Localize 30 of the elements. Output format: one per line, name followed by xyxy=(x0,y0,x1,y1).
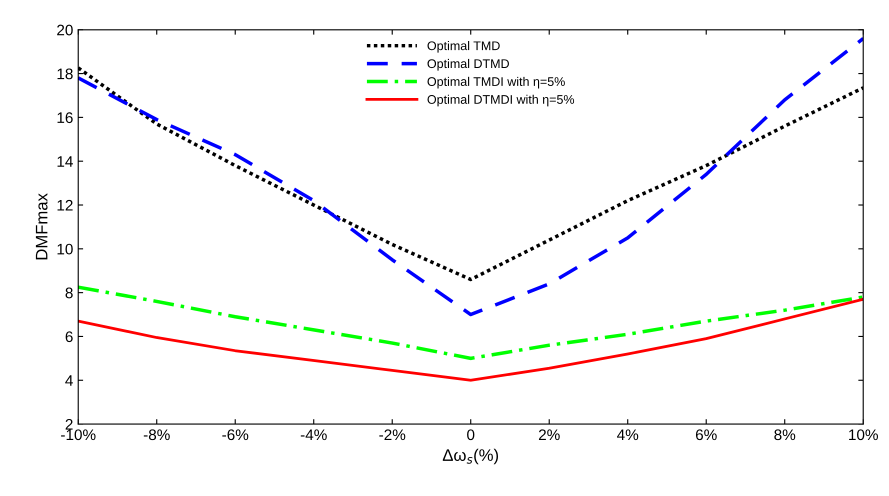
legend-label: Optimal TMD xyxy=(428,41,500,53)
y-tick-label: 20 xyxy=(57,24,73,36)
y-tick-label: 14 xyxy=(58,156,73,167)
x-tick-label: -6% xyxy=(222,429,248,440)
y-tick-label: 2 xyxy=(66,418,73,430)
legend-label: Optimal DTMD xyxy=(428,58,509,71)
y-tick-label: 8 xyxy=(66,288,73,298)
x-tick-label: -10% xyxy=(61,429,96,440)
x-tick-label: -2% xyxy=(379,429,406,440)
x-tick-label: 6% xyxy=(696,429,717,440)
legend-label: Optimal DTMDI with η=5% xyxy=(428,94,574,106)
line-series xyxy=(78,298,864,382)
x-tick-label: 2% xyxy=(538,429,560,440)
y-tick-label: 10 xyxy=(58,244,73,255)
line-series xyxy=(78,36,864,316)
y-tick-label: 16 xyxy=(58,112,73,124)
y-axis-title: DMFmax xyxy=(36,193,48,260)
y-tick-label: 4 xyxy=(65,375,73,386)
line-series xyxy=(78,285,864,360)
x-axis-title: Δω$_{s}$(%) xyxy=(442,448,498,464)
x-tick-label: -4% xyxy=(300,429,327,440)
x-tick-label: 8% xyxy=(774,429,796,440)
y-tick-label: 6 xyxy=(66,331,73,342)
x-tick-label: 10% xyxy=(849,429,878,440)
y-tick-label: 12 xyxy=(58,200,73,211)
y-tick-label: 18 xyxy=(58,68,73,80)
x-tick-label: -8% xyxy=(144,429,170,440)
x-tick-label: 0 xyxy=(467,429,474,440)
x-tick-label: 4% xyxy=(617,429,638,440)
legend-label: Optimal TMDI with η=5% xyxy=(428,76,565,88)
